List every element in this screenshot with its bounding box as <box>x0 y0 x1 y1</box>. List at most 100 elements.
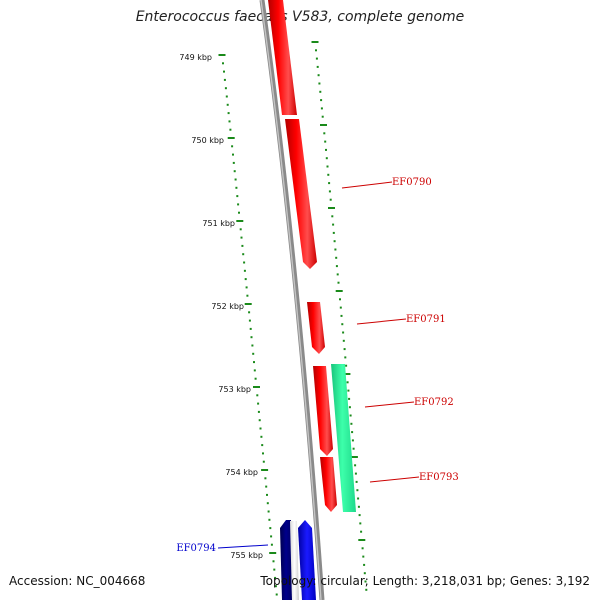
gene-arrow-ef0791[interactable] <box>307 302 325 354</box>
left-scale-minor-tick <box>222 62 224 65</box>
connector-ef0791 <box>356 318 407 325</box>
right-scale-minor-tick <box>347 389 350 392</box>
right-scale-minor-tick <box>332 223 335 226</box>
left-scale-minor-tick <box>251 344 254 347</box>
left-scale-minor-tick <box>274 585 277 588</box>
scale-labels: 749 kbp 750 kbp 751 kbp 752 kbp 753 kbp … <box>179 53 263 560</box>
left-scale-minor-tick <box>245 286 248 289</box>
gene-features <box>268 0 356 600</box>
scale-label-751: 751 kbp <box>202 219 235 228</box>
left-scale-minor-tick <box>226 103 229 106</box>
gene-label-ef0791[interactable]: EF0791 <box>406 314 446 325</box>
gene-arrow-ef0794[interactable] <box>280 520 292 600</box>
left-scale-major-tick <box>244 303 252 305</box>
right-scale-minor-tick <box>315 49 317 52</box>
left-scale-minor-tick <box>234 178 237 181</box>
left-scale-minor-tick <box>231 145 234 148</box>
gene-label-ef0794[interactable]: EF0794 <box>176 543 216 554</box>
right-scale-minor-tick <box>348 397 351 400</box>
gene-arrow-ef0792[interactable] <box>313 366 333 456</box>
right-scale-minor-tick <box>328 190 331 193</box>
right-scale-major-tick <box>335 290 343 292</box>
left-scale-minor-tick <box>237 203 240 206</box>
right-scale-minor-tick <box>329 198 332 201</box>
left-scale-minor-tick <box>262 460 265 463</box>
left-scale-minor-tick <box>258 419 261 422</box>
right-scale-minor-tick <box>344 356 347 359</box>
gene-arrow-ef0790[interactable] <box>285 119 317 269</box>
right-scale-minor-tick <box>354 472 357 475</box>
left-scale-minor-tick <box>241 244 244 247</box>
left-scale-minor-tick <box>260 435 263 438</box>
right-scale-minor-tick <box>320 107 323 110</box>
right-scale-minor-tick <box>317 74 320 77</box>
connector-ef0794 <box>217 544 269 549</box>
left-scale-minor-tick <box>246 294 249 297</box>
left-scale-minor-tick <box>274 576 277 579</box>
right-scale-minor-tick <box>356 489 359 492</box>
left-scale-minor-tick <box>233 170 236 173</box>
gene-label-ef0793[interactable]: EF0793 <box>419 472 459 483</box>
right-scale-minor-tick <box>335 256 338 259</box>
right-scale-minor-tick <box>364 580 367 583</box>
left-scale-minor-tick <box>264 477 267 480</box>
right-scale-minor-tick <box>331 215 334 218</box>
scale-label-754: 754 kbp <box>225 468 258 477</box>
right-scale-minor-tick <box>332 231 335 234</box>
right-scale-minor-tick <box>350 422 353 425</box>
right-scale-minor-tick <box>342 331 345 334</box>
right-scale-minor-tick <box>342 339 345 342</box>
right-scale-minor-tick <box>346 381 349 384</box>
right-scale-minor-tick <box>321 115 324 118</box>
gene-labels: EF0790 EF0791 EF0792 EF0793 EF0794 <box>176 177 458 554</box>
genome-title: Enterococcus faecalis V583, complete gen… <box>135 9 465 25</box>
backbone-track <box>259 0 325 600</box>
right-scale-minor-tick <box>326 165 329 168</box>
left-scale-minor-tick <box>235 186 238 189</box>
left-scale-minor-tick <box>242 253 245 256</box>
left-scale-minor-tick <box>249 327 252 330</box>
left-scale-major-tick <box>269 552 277 554</box>
left-scale-minor-tick <box>257 402 260 405</box>
right-scale-minor-tick <box>323 132 326 135</box>
right-scale-major-tick <box>320 124 327 126</box>
left-scale-major-tick <box>253 386 260 388</box>
gene-label-ef0790[interactable]: EF0790 <box>392 177 432 188</box>
left-scale-minor-tick <box>268 518 271 521</box>
right-scale-minor-tick <box>351 431 354 434</box>
right-scale-major-tick <box>311 41 319 43</box>
right-scale-minor-tick <box>327 173 330 176</box>
left-scale-major-tick <box>218 54 226 56</box>
gene-arrow-reverse-blue[interactable] <box>298 520 316 600</box>
left-scale-minor-tick <box>257 410 260 413</box>
left-scale-minor-tick <box>239 228 242 231</box>
right-scale-minor-tick <box>345 364 348 367</box>
left-scale-minor-tick <box>275 593 278 596</box>
right-scale-minor-tick <box>339 306 342 309</box>
right-scale-minor-tick <box>334 248 337 251</box>
left-scale-minor-tick <box>270 535 273 538</box>
right-scale-minor-tick <box>362 555 365 558</box>
right-scale-minor-tick <box>351 439 354 442</box>
left-scale-minor-tick <box>253 369 256 372</box>
genome-summary-text: Topology: circular; Length: 3,218,031 bp… <box>260 574 590 588</box>
gene-feature-green[interactable] <box>331 364 356 512</box>
left-scale-minor-tick <box>273 568 276 571</box>
gene-label-ef0792[interactable]: EF0792 <box>414 397 454 408</box>
gene-arrow-ef0793[interactable] <box>320 457 337 512</box>
left-scale-minor-tick <box>259 427 262 430</box>
right-scale-minor-tick <box>359 522 362 525</box>
left-scale-minor-tick <box>256 394 259 397</box>
scale-ticks-right <box>311 41 368 591</box>
left-scale-minor-tick <box>243 261 246 264</box>
left-scale-minor-tick <box>244 278 247 281</box>
left-scale-minor-tick <box>225 95 228 98</box>
left-scale-minor-tick <box>243 269 246 272</box>
right-scale-minor-tick <box>354 464 357 467</box>
gene-arrow-upstream[interactable] <box>268 0 297 115</box>
left-scale-minor-tick <box>269 527 272 530</box>
left-scale-minor-tick <box>250 336 253 339</box>
right-scale-minor-tick <box>320 99 323 102</box>
right-scale-minor-tick <box>319 90 322 93</box>
